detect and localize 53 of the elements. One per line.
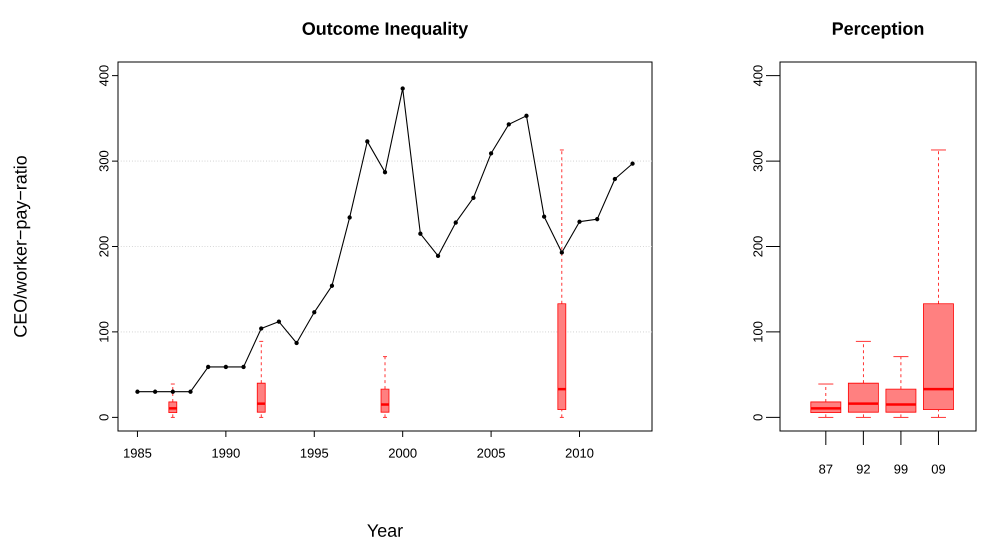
y-tick-label: 300 — [99, 150, 108, 172]
y-axis-title: CEO/worker−pay−ratio — [14, 156, 30, 337]
point — [365, 139, 370, 144]
point — [506, 122, 511, 127]
y-tick-label: 400 — [99, 65, 108, 86]
point — [224, 364, 228, 370]
point — [630, 161, 635, 166]
point — [152, 390, 158, 394]
x-tick-label: 2005 — [477, 448, 505, 458]
x-tick-label: 87 — [819, 464, 832, 474]
point — [542, 214, 546, 219]
point — [347, 215, 352, 220]
point — [471, 196, 476, 200]
point — [560, 250, 564, 255]
point — [436, 254, 440, 258]
y-tick-label: 200 — [99, 236, 108, 257]
x-tick-label: 1990 — [212, 448, 240, 458]
y-tick-label: 300 — [753, 150, 762, 172]
point — [330, 284, 334, 288]
point — [524, 114, 529, 118]
y-tick-label: 0 — [99, 414, 108, 420]
point — [595, 217, 600, 222]
chart-title: Outcome Inequality — [302, 22, 468, 38]
point — [294, 340, 299, 346]
x-tick-label: 1985 — [124, 448, 152, 458]
point — [418, 232, 423, 236]
y-tick-label: 400 — [753, 65, 762, 86]
x-tick-label: 99 — [894, 464, 908, 474]
y-tick-label: 200 — [753, 236, 762, 257]
point — [488, 151, 494, 156]
point — [312, 310, 316, 314]
x-tick-label: 09 — [932, 464, 946, 474]
point — [188, 390, 193, 394]
x-tick-label: 1995 — [300, 448, 328, 458]
y-tick-label: 100 — [753, 322, 762, 342]
point — [400, 86, 405, 91]
point — [206, 364, 210, 370]
point — [241, 364, 246, 370]
point — [276, 320, 282, 324]
y-tick-label: 0 — [753, 414, 762, 420]
point — [135, 390, 140, 394]
point — [170, 390, 175, 394]
point — [577, 220, 582, 224]
x-tick-label: 2000 — [388, 448, 417, 458]
y-tick-label: 100 — [99, 322, 108, 342]
point — [612, 176, 618, 182]
point — [454, 220, 458, 225]
point — [259, 326, 264, 331]
chart-title: Perception — [832, 22, 924, 38]
x-axis-title: Year — [367, 524, 403, 537]
x-tick-label: 92 — [856, 464, 870, 474]
x-tick-label: 2010 — [566, 448, 594, 458]
point — [382, 170, 388, 174]
